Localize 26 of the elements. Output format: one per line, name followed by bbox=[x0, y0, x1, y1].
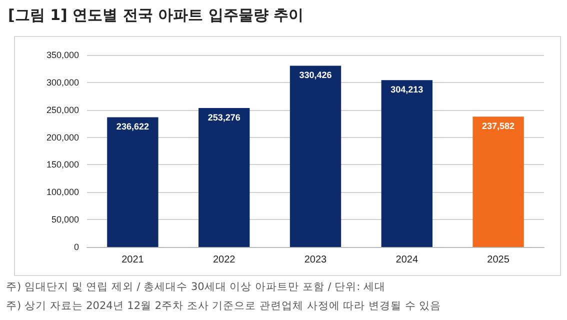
data-label: 236,622 bbox=[116, 122, 149, 132]
bar bbox=[198, 108, 250, 247]
y-tick-label: 0 bbox=[74, 242, 79, 252]
y-tick-label: 300,000 bbox=[46, 77, 79, 88]
text: 주) 임대단지 및 연립 제외 / 총세대수 30세대 이상 아파트만 포함 / 단위: 세대 bbox=[6, 280, 386, 295]
data-label: 330,426 bbox=[299, 70, 332, 80]
y-tick-label: 50,000 bbox=[51, 214, 79, 225]
bar bbox=[290, 66, 342, 247]
data-label: 304,213 bbox=[390, 84, 424, 95]
data-label: 253,276 bbox=[208, 112, 240, 123]
y-tick-label: 350,000 bbox=[46, 50, 79, 60]
data-label: 237,582 bbox=[482, 121, 515, 132]
y-tick-label: 250,000 bbox=[46, 104, 79, 115]
x-tick-label: 2022 bbox=[212, 254, 236, 266]
text: 주) 상기 자료는 2024년 12월 2주차 조사 기준으로 관련업체 사정에 따라 변경될 수 있음 bbox=[6, 299, 442, 314]
y-tick-label: 150,000 bbox=[46, 160, 79, 170]
x-tick-label: 2025 bbox=[487, 254, 510, 266]
y-tick-label: 100,000 bbox=[46, 187, 79, 198]
chart-title: [그림 1] 연도별 전국 아파트 입주물량 추이 bbox=[8, 6, 304, 25]
bar bbox=[381, 80, 432, 247]
y-tick-label: 200,000 bbox=[46, 132, 79, 142]
x-tick-label: 2021 bbox=[122, 254, 144, 266]
bar bbox=[107, 117, 158, 247]
bar bbox=[472, 116, 524, 247]
x-tick-label: 2023 bbox=[304, 254, 328, 266]
x-tick-label: 2024 bbox=[396, 254, 418, 266]
